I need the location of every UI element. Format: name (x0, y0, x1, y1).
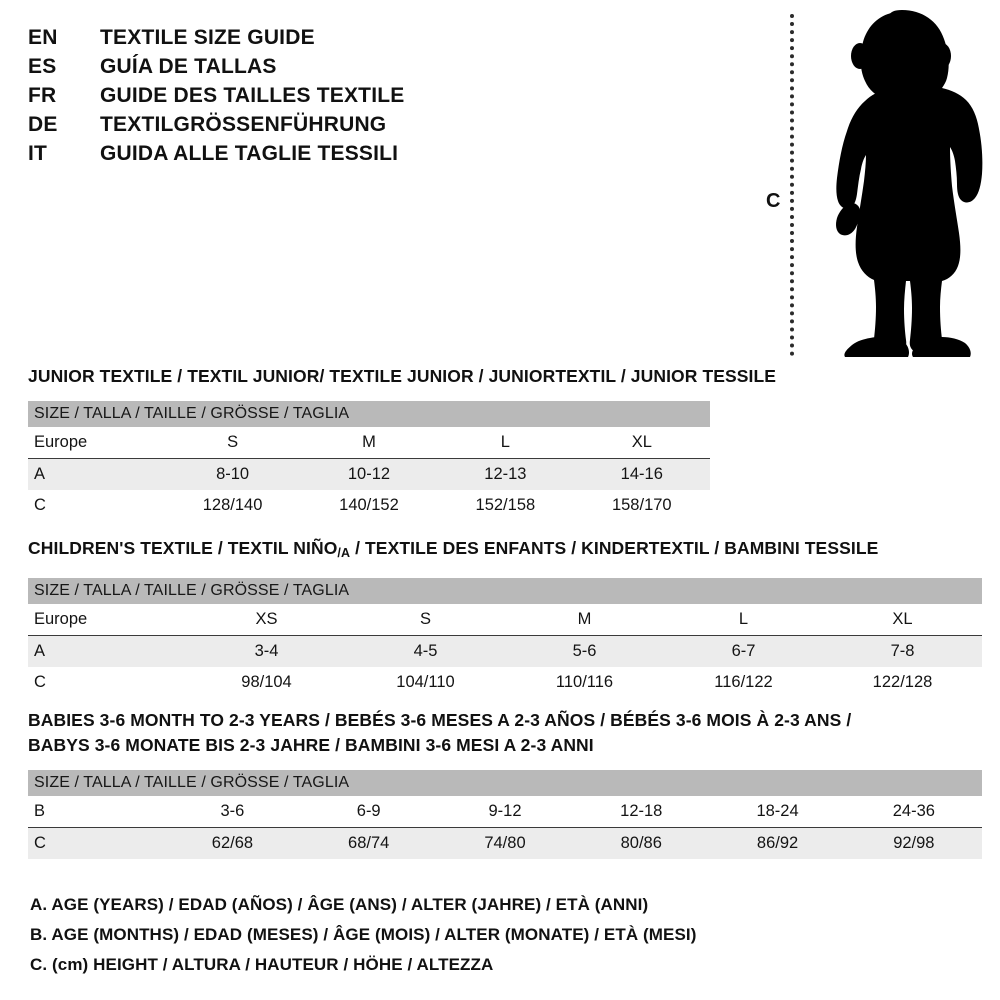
cell-c-0: 98/104 (187, 667, 346, 698)
height-dashed-line-icon (790, 14, 794, 356)
section-title-babies-line2: BABYS 3-6 MONATE BIS 2-3 JAHRE / BAMBINI… (28, 735, 594, 755)
row-label-b: B (28, 796, 165, 828)
legend-line-b: B. AGE (MONTHS) / EDAD (MESES) / ÂGE (MO… (30, 925, 697, 944)
table-header-label: SIZE / TALLA / TAILLE / GRÖSSE / TAGLIA (28, 770, 982, 796)
table-header-label: SIZE / TALLA / TAILLE / GRÖSSE / TAGLIA (28, 401, 710, 427)
table-header-label: SIZE / TALLA / TAILLE / GRÖSSE / TAGLIA (28, 578, 982, 604)
cell-europe-1: S (346, 604, 505, 636)
cell-a-3: 14-16 (573, 458, 710, 490)
table-row-height: C 62/68 68/74 74/80 80/86 86/92 92/98 (28, 827, 982, 859)
language-row-it: IT GUIDA ALLE TAGLIE TESSILI (28, 142, 728, 171)
row-label-c: C (28, 667, 187, 698)
child-silhouette-icon (836, 10, 983, 357)
cell-a-0: 8-10 (164, 458, 301, 490)
section-title-children-rest: / TEXTILE DES ENFANTS / KINDERTEXTIL / B… (350, 538, 879, 558)
language-title-de: TEXTILGRÖSSENFÜHRUNG (100, 113, 387, 136)
section-title-children-sub: /A (337, 546, 351, 560)
cell-europe-3: XL (573, 427, 710, 459)
cell-c-0: 128/140 (164, 490, 301, 521)
size-table-junior: SIZE / TALLA / TAILLE / GRÖSSE / TAGLIA … (28, 401, 710, 521)
cell-b-3: 12-18 (573, 796, 710, 828)
row-label-a: A (28, 458, 165, 490)
section-title-children: CHILDREN'S TEXTILE / TEXTIL NIÑO/A / TEX… (28, 536, 982, 566)
cell-a-0: 3-4 (187, 635, 346, 667)
table-row-age: A 3-4 4-5 5-6 6-7 7-8 (28, 635, 982, 667)
size-table-babies: SIZE / TALLA / TAILLE / GRÖSSE / TAGLIA … (28, 770, 982, 859)
section-children: CHILDREN'S TEXTILE / TEXTIL NIÑO/A / TEX… (28, 536, 982, 698)
cell-europe-0: S (164, 427, 301, 459)
language-title-es: GUÍA DE TALLAS (100, 55, 277, 78)
language-row-de: DE TEXTILGRÖSSENFÜHRUNG (28, 113, 728, 142)
cell-c-2: 74/80 (436, 827, 574, 859)
row-label-europe: Europe (28, 604, 187, 636)
table-header-row: SIZE / TALLA / TAILLE / GRÖSSE / TAGLIA (28, 401, 710, 427)
cell-b-2: 9-12 (436, 796, 574, 828)
row-label-c: C (28, 827, 165, 859)
cell-europe-1: M (300, 427, 438, 459)
cell-a-4: 7-8 (823, 635, 982, 667)
legend-line-c: C. (cm) HEIGHT / ALTURA / HAUTEUR / HÖHE… (30, 955, 494, 974)
legend-line-a: A. AGE (YEARS) / EDAD (AÑOS) / ÂGE (ANS)… (30, 895, 649, 914)
section-title-junior: JUNIOR TEXTILE / TEXTIL JUNIOR/ TEXTILE … (28, 366, 777, 386)
language-code-de: DE (28, 113, 58, 136)
cell-c-1: 140/152 (300, 490, 438, 521)
table-row-height: C 98/104 104/110 110/116 116/122 122/128 (28, 667, 982, 698)
cell-a-1: 4-5 (346, 635, 505, 667)
cell-b-1: 6-9 (300, 796, 437, 828)
height-figure-area: C (752, 8, 992, 358)
language-title-it: GUIDA ALLE TAGLIE TESSILI (100, 142, 399, 165)
cell-c-2: 110/116 (505, 667, 664, 698)
language-title-en: TEXTILE SIZE GUIDE (100, 26, 315, 49)
cell-c-4: 86/92 (709, 827, 846, 859)
language-row-en: EN TEXTILE SIZE GUIDE (28, 26, 728, 55)
cell-c-3: 80/86 (573, 827, 710, 859)
language-code-fr: FR (28, 84, 57, 107)
language-code-it: IT (28, 142, 48, 165)
cell-europe-2: L (437, 427, 574, 459)
language-header-block: EN TEXTILE SIZE GUIDE ES GUÍA DE TALLAS … (28, 26, 728, 171)
legend-block: A. AGE (YEARS) / EDAD (AÑOS) / ÂGE (ANS)… (30, 890, 697, 980)
language-code-en: EN (28, 26, 58, 49)
row-label-europe: Europe (28, 427, 165, 459)
row-label-c: C (28, 490, 165, 521)
language-row-fr: FR GUIDE DES TAILLES TEXTILE (28, 84, 728, 113)
cell-europe-2: M (505, 604, 664, 636)
cell-c-0: 62/68 (164, 827, 301, 859)
cell-europe-4: XL (823, 604, 982, 636)
height-measure-label: C (766, 190, 781, 212)
cell-a-1: 10-12 (300, 458, 438, 490)
cell-c-5: 92/98 (845, 827, 982, 859)
cell-b-0: 3-6 (164, 796, 301, 828)
cell-c-3: 158/170 (573, 490, 710, 521)
cell-europe-0: XS (187, 604, 346, 636)
table-row-europe: Europe XS S M L XL (28, 604, 982, 636)
section-title-children-main: CHILDREN'S TEXTILE / TEXTIL NIÑO (28, 538, 338, 558)
cell-c-4: 122/128 (823, 667, 982, 698)
cell-a-3: 6-7 (664, 635, 823, 667)
row-label-a: A (28, 635, 187, 667)
cell-b-4: 18-24 (709, 796, 846, 828)
cell-a-2: 12-13 (437, 458, 574, 490)
table-header-row: SIZE / TALLA / TAILLE / GRÖSSE / TAGLIA (28, 770, 982, 796)
table-header-row: SIZE / TALLA / TAILLE / GRÖSSE / TAGLIA (28, 578, 982, 604)
table-row-height: C 128/140 140/152 152/158 158/170 (28, 490, 710, 521)
cell-europe-3: L (664, 604, 823, 636)
table-row-age: A 8-10 10-12 12-13 14-16 (28, 458, 710, 490)
size-table-children: SIZE / TALLA / TAILLE / GRÖSSE / TAGLIA … (28, 578, 982, 698)
language-title-fr: GUIDE DES TAILLES TEXTILE (100, 84, 405, 107)
section-babies: BABIES 3-6 MONTH TO 2-3 YEARS / BEBÉS 3-… (28, 708, 982, 859)
section-title-babies-line1: BABIES 3-6 MONTH TO 2-3 YEARS / BEBÉS 3-… (28, 710, 852, 730)
table-row-months: B 3-6 6-9 9-12 12-18 18-24 24-36 (28, 796, 982, 828)
cell-c-1: 104/110 (346, 667, 505, 698)
section-junior: JUNIOR TEXTILE / TEXTIL JUNIOR/ TEXTILE … (28, 364, 776, 521)
cell-a-2: 5-6 (505, 635, 664, 667)
language-code-es: ES (28, 55, 57, 78)
cell-c-3: 116/122 (664, 667, 823, 698)
table-row-europe: Europe S M L XL (28, 427, 710, 459)
cell-c-1: 68/74 (300, 827, 437, 859)
language-row-es: ES GUÍA DE TALLAS (28, 55, 728, 84)
cell-b-5: 24-36 (845, 796, 982, 828)
cell-c-2: 152/158 (437, 490, 574, 521)
